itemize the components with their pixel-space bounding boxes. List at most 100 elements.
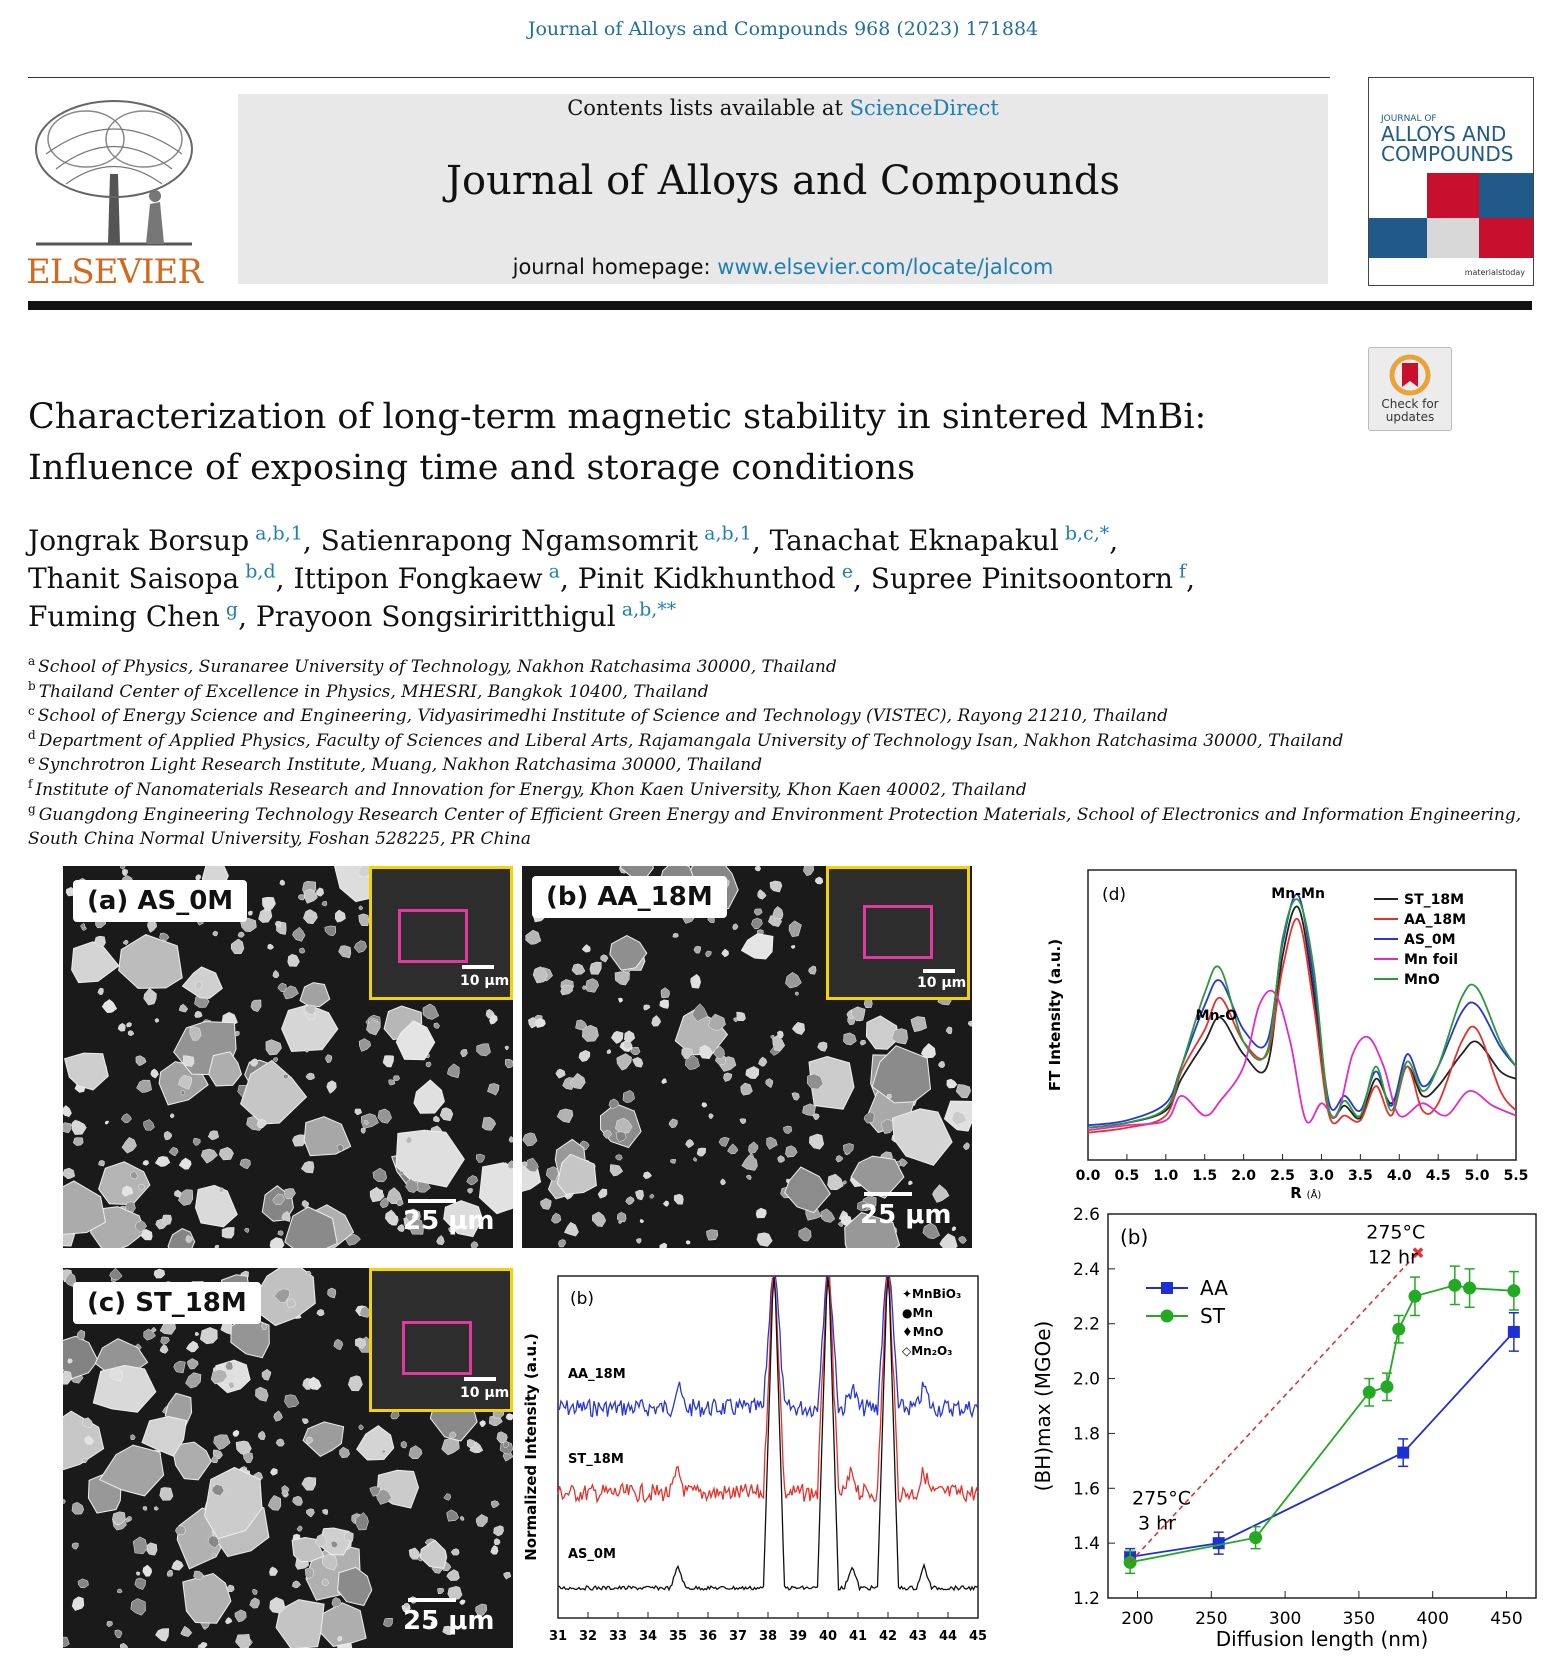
legend-label: ST (1200, 1304, 1226, 1328)
sem-particle (379, 1197, 389, 1209)
sem-particle (63, 1335, 99, 1381)
sem-particle (199, 1327, 218, 1345)
sem-particle (748, 1141, 759, 1154)
sem-particle (168, 1146, 179, 1157)
sem-particle (326, 1080, 337, 1094)
sem-particle (891, 1108, 953, 1166)
sem-particle (63, 1636, 70, 1647)
sem-particle (756, 1232, 773, 1247)
sem-particle (199, 1641, 208, 1648)
sem-particle (460, 1049, 468, 1058)
sciencedirect-link[interactable]: ScienceDirect (849, 96, 999, 120)
sem-particle (475, 1603, 488, 1617)
sem-particle (150, 1068, 159, 1079)
sem-particle (247, 910, 253, 916)
sem-particle (699, 1044, 713, 1060)
x-tick-label: 3.5 (1348, 1168, 1373, 1184)
sem-particle (325, 1054, 333, 1063)
sem-particle (331, 1597, 342, 1608)
sem-particle (381, 1449, 387, 1454)
sem-particle (306, 1508, 315, 1518)
sem-particle (448, 1227, 454, 1232)
check-for-updates-badge[interactable]: Check for updates (1368, 347, 1452, 431)
author-affiliation-marker[interactable]: b,c,* (1058, 522, 1110, 545)
sem-inset: 10 μm (369, 866, 513, 1000)
author-name[interactable]: Supree Pinitsoontorn (870, 562, 1174, 595)
author-name[interactable]: Prayoon Songsiriritthigul (255, 600, 616, 633)
sem-particle (122, 868, 128, 876)
sem-particle (321, 1578, 329, 1587)
sem-particle (318, 1602, 367, 1647)
author-separator: , (852, 562, 871, 595)
sem-particle (505, 1413, 513, 1421)
sem-particle (339, 1446, 350, 1459)
x-tick-label: 2.0 (1231, 1168, 1256, 1184)
cover-pattern: materialstoday (1369, 173, 1533, 277)
sem-particle (146, 1542, 158, 1556)
journal-cover[interactable]: JOURNAL OF ALLOYS AND COMPOUNDS materials… (1368, 77, 1534, 286)
sem-particle (625, 1196, 635, 1205)
author-name[interactable]: Satienrapong Ngamsomrit (320, 524, 699, 557)
sem-particle (807, 1073, 824, 1090)
author-name[interactable]: Thanit Saisopa (28, 562, 240, 595)
author-affiliation-marker[interactable]: b,d (239, 560, 276, 583)
sem-particle (532, 966, 548, 984)
header-rule-thick (28, 301, 1532, 310)
x-tick-label: 39 (789, 1629, 807, 1644)
sem-particle (705, 950, 712, 957)
sem-particle (171, 1559, 184, 1571)
sem-particle (632, 1057, 644, 1068)
author-affiliation-marker[interactable]: a,b,1 (698, 522, 752, 545)
sem-particle (660, 987, 670, 999)
x-tick-label: 4.0 (1387, 1168, 1412, 1184)
sem-particle (766, 1136, 778, 1150)
x-axis-label: Diffusion length (nm) (1216, 1627, 1429, 1651)
inset-scale-bar (464, 1377, 496, 1381)
sem-particle (808, 965, 817, 975)
legend-label: ✦MnBiO₃ (902, 1287, 961, 1301)
author-affiliation-marker[interactable]: f (1173, 560, 1187, 583)
sem-particle (182, 1055, 195, 1067)
author-affiliation-marker[interactable]: a,b,** (615, 598, 677, 621)
author-name[interactable]: Pinit Kidkhunthod (577, 562, 836, 595)
author-name[interactable]: Ittipon Fongkaew (293, 562, 543, 595)
sem-particle (649, 1193, 655, 1199)
sem-particle (659, 1242, 668, 1248)
author-separator: , (302, 524, 321, 557)
xrd-chart: 31 32 33 34 35 36 37 38 39 40 41 42 43 44 45 Normalized… (522, 1275, 987, 1644)
author-name[interactable]: Fuming Chen (28, 600, 220, 633)
inset-scale-text: 10 μm (460, 1385, 510, 1401)
sem-particle (662, 1200, 670, 1207)
author-affiliation-marker[interactable]: g (219, 598, 239, 621)
data-point (1397, 1446, 1410, 1459)
sem-particle (636, 1238, 642, 1244)
affiliation-text: South China Normal University, Foshan 52… (28, 829, 531, 850)
sem-particle (525, 929, 542, 945)
sem-particle (316, 1309, 325, 1317)
sem-particle (235, 1634, 251, 1648)
cover-title-line2: COMPOUNDS (1381, 142, 1514, 166)
affiliation-letter: e (28, 752, 36, 767)
author-affiliation-marker[interactable]: e (835, 560, 853, 583)
sem-particle (651, 1015, 662, 1027)
author-name[interactable]: Jongrak Borsup (28, 524, 250, 557)
sem-particle (609, 1164, 624, 1177)
author-name[interactable]: Tanachat Eknapakul (769, 524, 1059, 557)
homepage-link[interactable]: www.elsevier.com/locate/jalcom (717, 255, 1054, 279)
sem-particle (785, 1145, 798, 1158)
x-tick-label: 4.5 (1426, 1168, 1451, 1184)
x-axis-unit: (Å) (1307, 1188, 1322, 1201)
affiliation: c School of Energy Science and Engineerin… (28, 704, 1528, 729)
author-affiliation-marker[interactable]: a (542, 560, 560, 583)
author-affiliation-marker[interactable]: a,b,1 (249, 522, 303, 545)
sem-particle (178, 1189, 194, 1206)
sem-particle (273, 1410, 283, 1422)
sem-particle (616, 1211, 627, 1223)
sem-particle (228, 1381, 235, 1389)
sem-particle (141, 1415, 188, 1457)
sem-particle (240, 1059, 308, 1125)
sem-particle (403, 1602, 410, 1609)
sem-particle (118, 934, 183, 989)
sem-particle (125, 1518, 129, 1523)
sem-particle (736, 1011, 746, 1022)
